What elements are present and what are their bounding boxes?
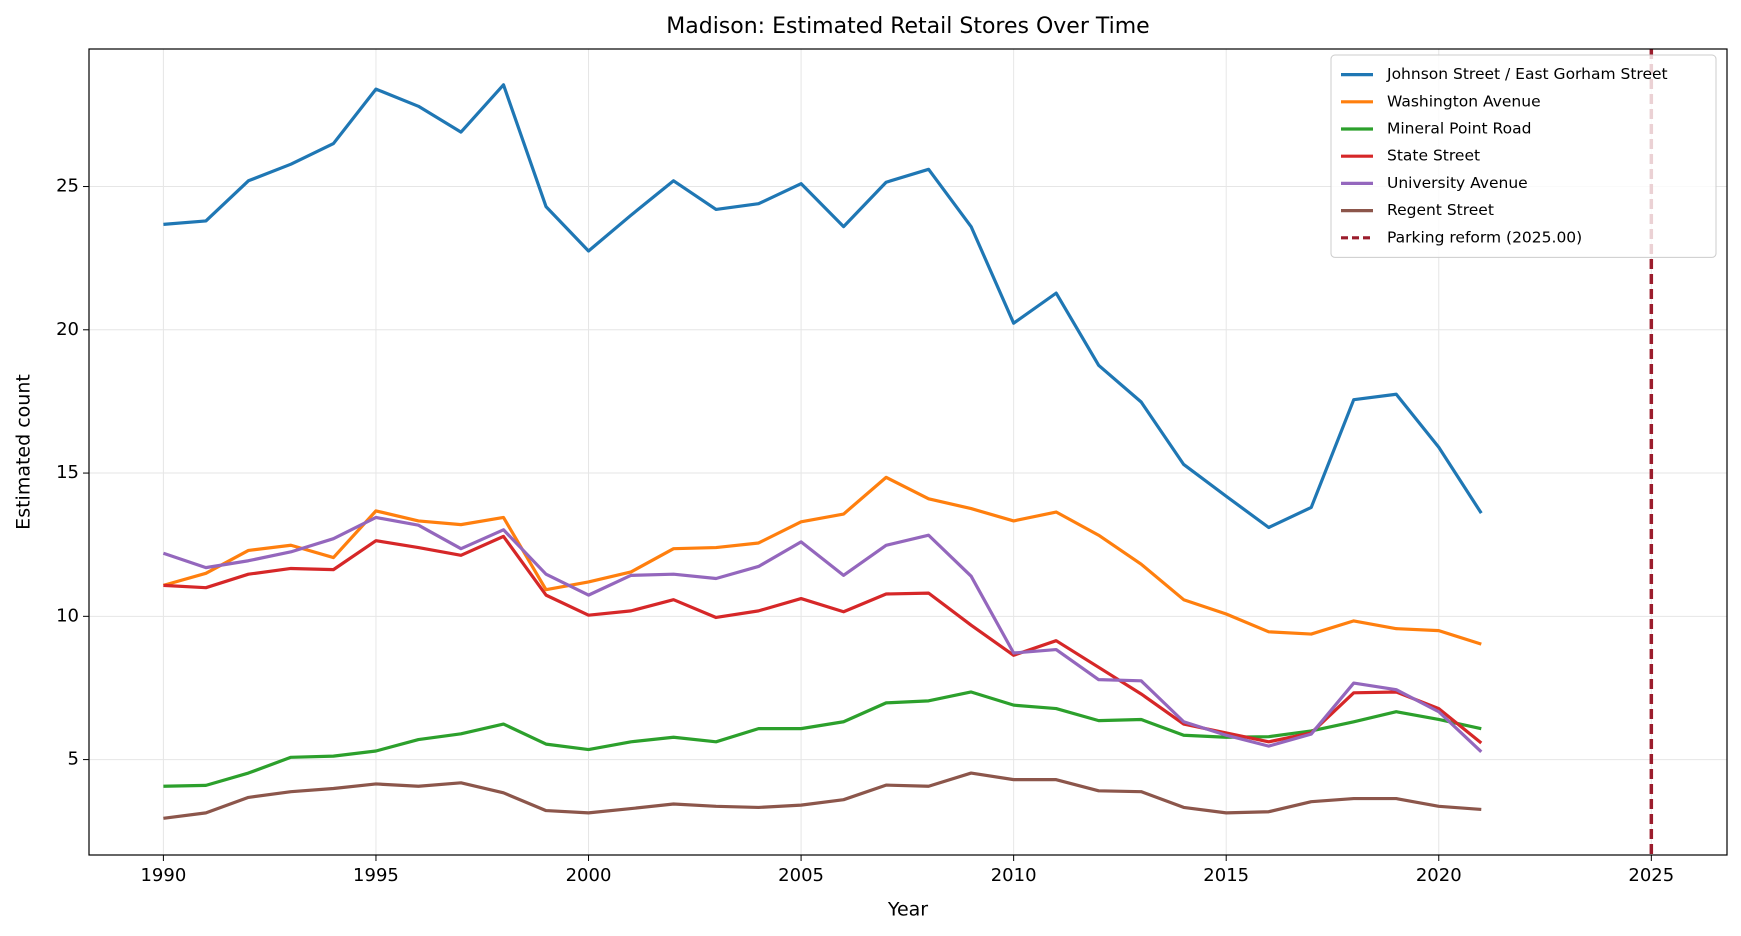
legend-label: Johnson Street / East Gorham Street bbox=[1386, 65, 1668, 83]
y-tick-label: 20 bbox=[56, 319, 79, 340]
x-tick-label: 2015 bbox=[1203, 865, 1249, 886]
legend-box bbox=[1330, 54, 1717, 258]
series-line bbox=[163, 83, 1483, 530]
x-tick-label: 2000 bbox=[566, 865, 612, 886]
x-tick-label: 2020 bbox=[1416, 865, 1462, 886]
series-line bbox=[163, 690, 1482, 788]
x-axis-label: Year bbox=[887, 899, 928, 921]
x-tick-label: 2025 bbox=[1628, 865, 1674, 886]
y-tick-label: 25 bbox=[56, 176, 79, 197]
legend-label: Regent Street bbox=[1387, 201, 1494, 219]
legend-label: Parking reform (2025.00) bbox=[1387, 228, 1582, 246]
series-line bbox=[163, 771, 1482, 820]
y-tick-label: 10 bbox=[56, 605, 79, 626]
plot-frame bbox=[88, 48, 1728, 856]
legend-label: Mineral Point Road bbox=[1387, 120, 1531, 138]
chart-title: Madison: Estimated Retail Stores Over Ti… bbox=[666, 14, 1149, 39]
x-tick-label: 1990 bbox=[140, 865, 186, 886]
y-tick-label: 5 bbox=[68, 749, 79, 770]
legend: Johnson Street / East Gorham Street Washi… bbox=[1330, 54, 1717, 258]
legend-label: State Street bbox=[1387, 147, 1480, 165]
series-line bbox=[162, 475, 1482, 646]
legend-label: University Avenue bbox=[1387, 174, 1528, 192]
series-line bbox=[162, 515, 1483, 754]
x-tick-label: 1995 bbox=[353, 865, 399, 886]
x-tick-label: 2010 bbox=[991, 865, 1037, 886]
x-tick-label: 2005 bbox=[778, 865, 824, 886]
y-axis-label: Estimated count bbox=[13, 374, 35, 530]
y-tick-label: 15 bbox=[56, 462, 79, 483]
legend-label: Washington Avenue bbox=[1387, 92, 1541, 110]
series-line bbox=[163, 534, 1483, 745]
